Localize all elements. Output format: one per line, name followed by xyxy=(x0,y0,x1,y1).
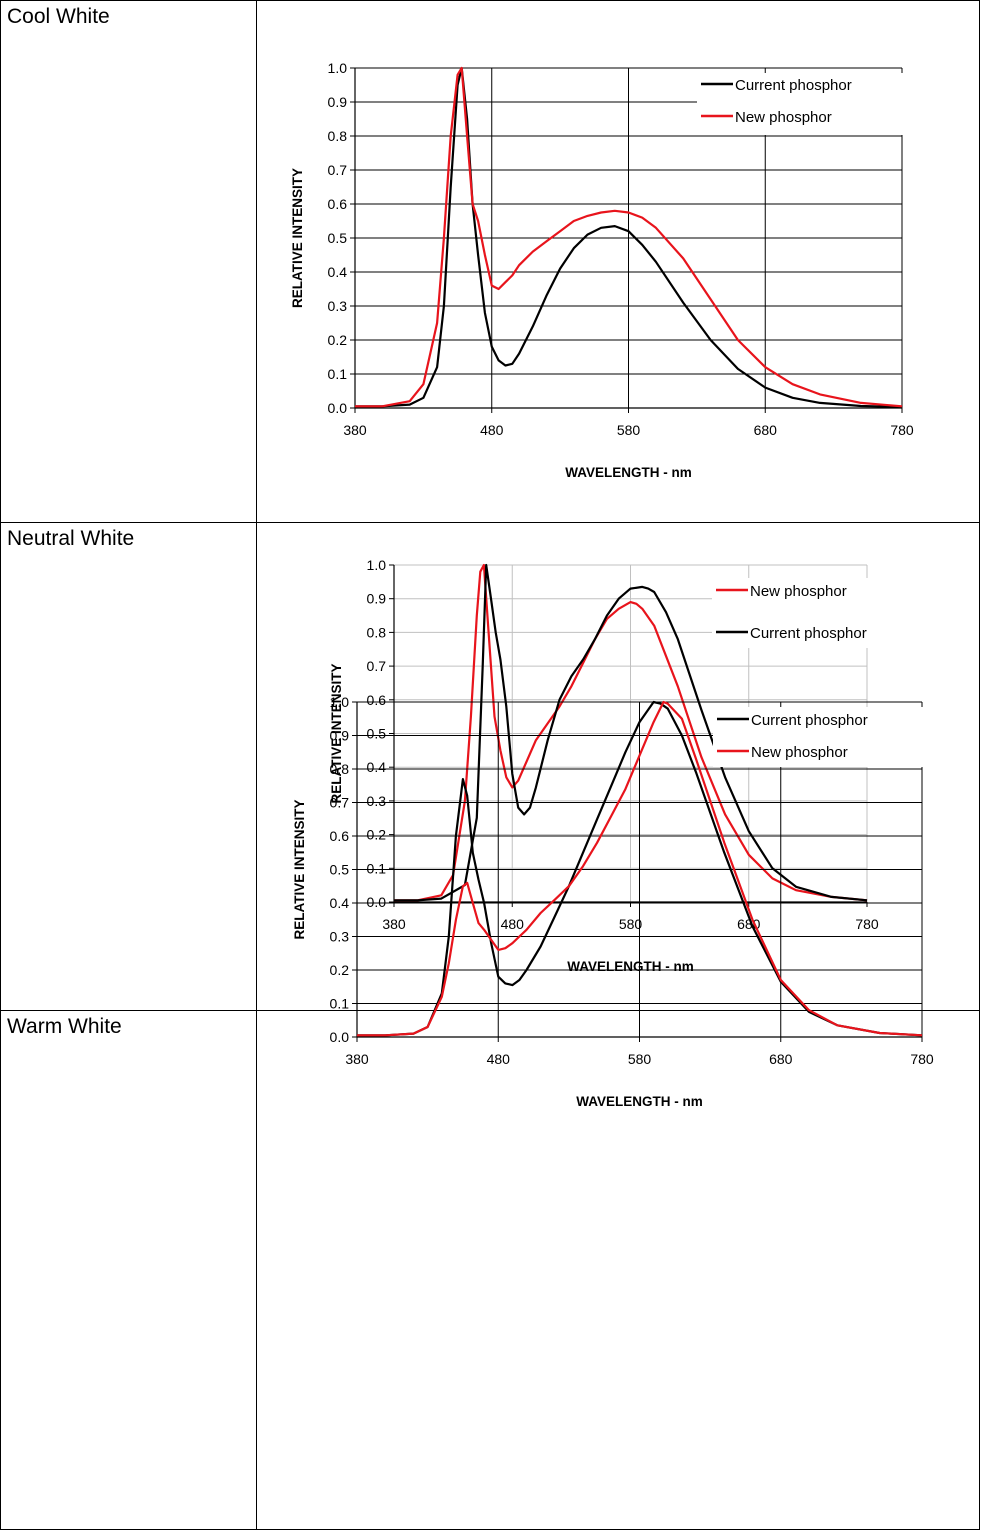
x-tick-label: 680 xyxy=(737,916,761,932)
y-tick-label: 0.3 xyxy=(330,929,350,945)
x-tick-label: 780 xyxy=(910,1051,934,1067)
y-tick-label: 0.1 xyxy=(330,996,350,1012)
y-tick-label: 0.6 xyxy=(367,692,387,708)
series-line-new-phosphor xyxy=(357,700,923,1037)
x-tick-label: 380 xyxy=(382,916,406,932)
y-tick-label: 0.8 xyxy=(367,624,387,640)
y-axis-title: RELATIVE INTENSITY xyxy=(329,663,344,803)
x-tick-label: 480 xyxy=(487,1051,511,1067)
x-tick-label: 780 xyxy=(890,422,914,438)
legend: Current phosphor New phosphor xyxy=(713,707,925,767)
y-tick-label: 0.7 xyxy=(330,795,350,811)
x-tick-label: 580 xyxy=(628,1051,652,1067)
legend-label: New phosphor xyxy=(751,744,848,761)
y-tick-label: 0.5 xyxy=(328,230,348,246)
legend: New phosphor Current phosphor xyxy=(712,578,890,648)
y-axis-title: RELATIVE INTENSITY xyxy=(290,168,305,308)
row-label-cool-white: Cool White xyxy=(7,5,110,28)
cool-white-spectrum-chart: 0.0 0.1 0.2 0.3 0.4 0.5 0.6 0.7 0.8 0.9 1.0 380 480 5… xyxy=(290,60,914,480)
x-tick-label: 380 xyxy=(343,422,367,438)
label-cell: Warm White xyxy=(0,1010,257,1530)
series-line-new-phosphor xyxy=(355,66,903,408)
y-tick-label: 0.0 xyxy=(330,1029,350,1045)
y-tick-label: 0.8 xyxy=(330,761,350,777)
x-tick-label: 780 xyxy=(855,916,879,932)
x-axis-title: WAVELENGTH - nm xyxy=(576,1094,703,1109)
y-tick-label: 0.1 xyxy=(328,366,348,382)
legend: Current phosphor New phosphor xyxy=(697,73,903,135)
y-tick-label: 0.7 xyxy=(328,162,348,178)
y-tick-label: 1.0 xyxy=(328,60,348,76)
y-tick-label: 0.2 xyxy=(328,332,348,348)
y-tick-label: 0.4 xyxy=(328,264,348,280)
x-tick-label: 380 xyxy=(345,1051,369,1067)
x-axis-title: WAVELENGTH - nm xyxy=(565,465,692,480)
y-tick-label: 0.6 xyxy=(330,828,350,844)
y-tick-label: 0.4 xyxy=(367,759,387,775)
legend-label: Current phosphor xyxy=(735,77,852,94)
y-tick-label: 0.9 xyxy=(330,728,350,744)
row-label-warm-white: Warm White xyxy=(7,1015,122,1038)
warm-white-spectrum-chart: 0.0 0.1 0.2 0.3 0.4 0.5 0.6 0.7 0.8 0.9 1.0 380 480 5… xyxy=(292,694,934,1109)
table-row-cool-white: Cool White 0.0 0.1 0.2 0.3 0.4 0.5 0.6 0.7 0.8 0.… xyxy=(0,0,980,523)
y-tick-label: 0.2 xyxy=(330,962,350,978)
series-line-current-phosphor xyxy=(394,563,868,902)
y-tick-label: 0.0 xyxy=(367,894,387,910)
x-axis-title: WAVELENGTH - nm xyxy=(567,959,694,974)
y-tick-label: 0.8 xyxy=(328,128,348,144)
chart-cell-cool-white: 0.0 0.1 0.2 0.3 0.4 0.5 0.6 0.7 0.8 0.9 1.0 380 480 5… xyxy=(256,0,980,523)
y-tick-label: 0.9 xyxy=(367,591,387,607)
y-tick-label: 0.5 xyxy=(330,862,350,878)
x-tick-label: 580 xyxy=(617,422,641,438)
y-tick-label: 0.2 xyxy=(367,827,387,843)
y-tick-label: 0.4 xyxy=(330,895,350,911)
legend-label: New phosphor xyxy=(750,583,847,600)
y-tick-label: 1.0 xyxy=(367,557,387,573)
legend-box xyxy=(713,707,925,767)
label-cell: Cool White xyxy=(0,0,257,523)
x-tick-label: 480 xyxy=(480,422,504,438)
y-tick-label: 0.5 xyxy=(367,726,387,742)
y-tick-label: 0.1 xyxy=(367,860,387,876)
y-tick-label: 0.9 xyxy=(328,94,348,110)
series-line-new-phosphor xyxy=(394,563,868,902)
y-tick-label: 1.0 xyxy=(330,694,350,710)
x-tick-label: 580 xyxy=(619,916,643,932)
x-tick-label: 680 xyxy=(769,1051,793,1067)
y-tick-label: 0.3 xyxy=(328,298,348,314)
legend-label: Current phosphor xyxy=(751,712,868,729)
x-tick-label: 680 xyxy=(754,422,778,438)
legend-label: New phosphor xyxy=(735,109,832,126)
legend-label: Current phosphor xyxy=(750,625,867,642)
table-row-warm-white: Warm White 0.0 0.1 0.2 0.3 0.4 0.5 0.6 0.7 0.8 0.… xyxy=(0,694,980,1530)
y-tick-label: 0.6 xyxy=(328,196,348,212)
y-tick-label: 0.0 xyxy=(328,400,348,416)
label-cell: Neutral White xyxy=(0,522,257,1011)
chart-cell-warm-white: 0.0 0.1 0.2 0.3 0.4 0.5 0.6 0.7 0.8 0.9 1.0 380 480 5… xyxy=(256,694,980,1530)
x-tick-label: 480 xyxy=(501,916,525,932)
series-line-current-phosphor xyxy=(357,700,923,1037)
y-axis-title: RELATIVE INTENSITY xyxy=(292,799,307,939)
y-tick-label: 0.3 xyxy=(367,793,387,809)
table-row-neutral-white: Neutral White 0.0 0.1 0.2 0.3 0.4 0.5 0.6 0.7 0.… xyxy=(0,522,980,1011)
row-label-neutral-white: Neutral White xyxy=(7,527,135,550)
y-tick-label: 0.7 xyxy=(367,658,387,674)
series-line-current-phosphor xyxy=(355,66,903,409)
